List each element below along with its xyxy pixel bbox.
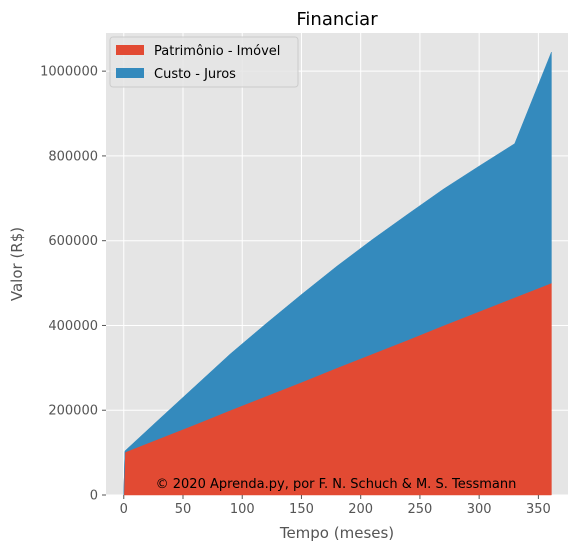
- x-tick-label: 50: [175, 502, 192, 517]
- y-tick-label: 600000: [48, 234, 98, 249]
- x-axis-ticks: 0 50 100 150 200 250 300 350: [120, 495, 551, 517]
- y-tick-label: 0: [90, 489, 98, 504]
- x-tick-label: 250: [408, 502, 433, 517]
- x-tick-label: 100: [230, 502, 255, 517]
- area-series: [123, 51, 552, 496]
- legend-label-custo: Custo - Juros: [154, 67, 236, 82]
- legend-box: [109, 36, 299, 88]
- y-axis-ticks: 0 200000 400000 600000 800000 1000000: [40, 65, 106, 504]
- y-axis-label: Valor (R$): [8, 227, 26, 301]
- y-tick-label: 1000000: [40, 65, 98, 80]
- y-tick-label: 200000: [48, 404, 98, 419]
- chart-title: Financiar: [296, 9, 378, 30]
- y-tick-label: 800000: [48, 149, 98, 164]
- area-custo: [123, 51, 552, 496]
- x-tick-label: 200: [348, 502, 373, 517]
- x-tick-label: 150: [289, 502, 314, 517]
- legend: Patrimônio - Imóvel Custo - Juros: [109, 36, 299, 88]
- y-tick-label: 400000: [48, 319, 98, 334]
- x-tick-label: 0: [120, 502, 128, 517]
- legend-swatch-patrimonio: [116, 45, 144, 55]
- x-tick-label: 300: [467, 502, 492, 517]
- legend-label-patrimonio: Patrimônio - Imóvel: [154, 44, 280, 59]
- x-axis-label: Tempo (meses): [279, 524, 394, 542]
- x-tick-label: 350: [526, 502, 551, 517]
- legend-swatch-custo: [116, 68, 144, 78]
- copyright-annotation: © 2020 Aprenda.py, por F. N. Schuch & M.…: [156, 477, 517, 492]
